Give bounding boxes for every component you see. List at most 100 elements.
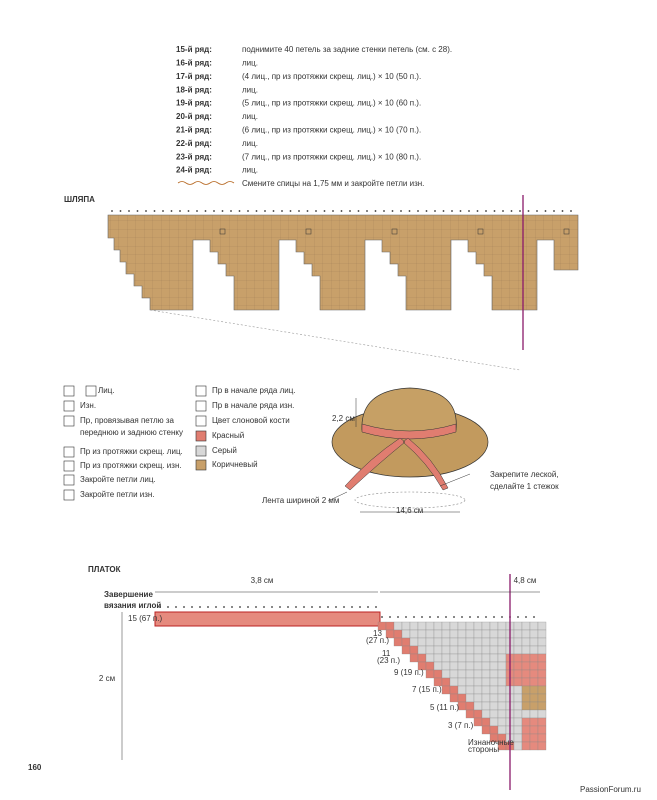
- shawl-cell: [473, 677, 483, 687]
- shawl-cell: [529, 701, 539, 711]
- stitch-dot: [417, 210, 419, 212]
- hat-illustration: [327, 387, 489, 513]
- stitch-dot: [327, 606, 329, 608]
- legend-text: Коричневый: [212, 460, 258, 469]
- shawl-cell: [529, 629, 539, 639]
- shawl-cell: [441, 621, 451, 631]
- shawl-cell: [481, 653, 491, 663]
- stitch-dot: [255, 210, 258, 212]
- shawl-cell: [457, 621, 467, 631]
- legend-text: Пр в начале ряда лиц.: [212, 386, 296, 395]
- shawl-cell: [497, 725, 507, 735]
- row-text: поднимите 40 петель за задние стенки пет…: [242, 45, 452, 54]
- shawl-cell: [457, 653, 467, 663]
- shawl-cell: [457, 677, 467, 687]
- shawl-cell: [521, 693, 531, 703]
- stitch-dot: [421, 616, 423, 618]
- shawl-cell: [513, 653, 523, 663]
- shawl-cell: [465, 645, 475, 655]
- stitch-dot: [264, 210, 266, 212]
- shawl-cell: [401, 637, 411, 647]
- shawl-cell: [465, 677, 475, 687]
- shawl-cell: [529, 621, 539, 631]
- stitch-dot: [525, 616, 527, 618]
- shawl-cell: [481, 693, 491, 703]
- legend-icon: [63, 489, 75, 501]
- shawl-cell: [449, 677, 459, 687]
- section-title: ПЛАТОК: [88, 565, 121, 574]
- shawl-cell: [425, 621, 435, 631]
- row-label: 21-й ряд:: [176, 126, 212, 135]
- stitch-dot: [179, 210, 181, 212]
- shawl-cell: [497, 637, 507, 647]
- shawl-cell: [433, 653, 443, 663]
- shawl-cell: [521, 661, 531, 671]
- legend-text: Пр из протяжки скрещ. изн.: [80, 461, 182, 470]
- legend-text: Лиц.: [98, 386, 115, 395]
- shawl-cell: [513, 669, 523, 679]
- stitch-dot: [145, 210, 147, 212]
- shawl-cell: [449, 693, 459, 703]
- symbol: [219, 228, 226, 235]
- shawl-cell: [513, 629, 523, 639]
- shawl-cell: [425, 669, 435, 679]
- row-label: 18-й ряд:: [176, 85, 212, 94]
- shawl-cell: [521, 709, 531, 719]
- shawl-cell: [449, 645, 459, 655]
- shawl-cell: [465, 637, 475, 647]
- shawl-cell: [481, 701, 491, 711]
- stitch-dot: [340, 210, 343, 212]
- stitch-dot: [247, 210, 249, 212]
- shawl-cell: [433, 661, 443, 671]
- stitch-dot: [247, 606, 249, 608]
- legend-icons: [63, 385, 207, 501]
- shawl-cell: [417, 629, 427, 639]
- shawl-cell: [521, 725, 531, 735]
- shawl-cell: [465, 669, 475, 679]
- dimension-label: 4,8 см: [514, 576, 537, 585]
- shawl-cell: [537, 637, 547, 647]
- shawl-cell: [465, 685, 475, 695]
- shawl-cell: [441, 685, 451, 695]
- note: сделайте 1 стежок: [490, 482, 559, 491]
- shawl-cell: [473, 653, 483, 663]
- shawl-cell: [521, 685, 531, 695]
- row-text: (4 лиц., пр из протяжки скрещ. лиц.) × 1…: [242, 72, 421, 81]
- row-number: 13: [373, 629, 382, 638]
- shawl-cell: [441, 669, 451, 679]
- stitch-dot: [136, 210, 139, 212]
- shawl-cell: [537, 709, 547, 719]
- shawl-cell: [489, 669, 499, 679]
- shawl-cell: [537, 661, 547, 671]
- row-number: 9 (19 п.): [394, 668, 424, 677]
- shawl-cell: [457, 645, 467, 655]
- shawl-cell: [441, 637, 451, 647]
- legend-icon: [63, 474, 75, 486]
- shawl-cell: [473, 669, 483, 679]
- row-text: лиц.: [242, 59, 258, 68]
- stitch-dot: [111, 210, 113, 212]
- shawl-cell: [497, 669, 507, 679]
- stitch-dot: [391, 210, 394, 212]
- stitch-dot: [451, 210, 453, 212]
- shawl-cell: [489, 701, 499, 711]
- shawl-cell: [457, 693, 467, 703]
- shawl-cell: [465, 629, 475, 639]
- shawl-cell: [425, 645, 435, 655]
- stitch-dot: [527, 210, 530, 212]
- stitch-dot: [366, 210, 368, 212]
- shawl-cell: [497, 621, 507, 631]
- shawl-cell: [537, 725, 547, 735]
- note: Закрепите леской,: [490, 470, 559, 479]
- shawl-cell: [489, 725, 499, 735]
- shawl-cell: [497, 645, 507, 655]
- shawl-cell: [465, 701, 475, 711]
- shawl-cell: [425, 637, 435, 647]
- stitch-dot: [476, 210, 479, 212]
- shawl-cell: [497, 661, 507, 671]
- shawl-cell: [449, 669, 459, 679]
- shawl-cell: [401, 621, 411, 631]
- shawl-cell: [489, 717, 499, 727]
- shawl-cell: [401, 645, 411, 655]
- shawl-chart: [154, 606, 547, 751]
